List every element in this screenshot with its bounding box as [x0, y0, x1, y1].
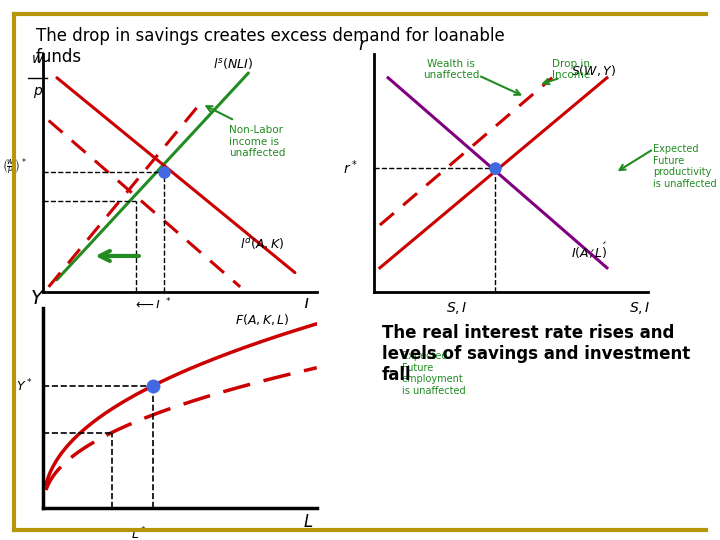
Text: $r$: $r$ [359, 36, 369, 54]
Text: $I(A\', L\')$: $I(A\', L\')$ [572, 241, 608, 261]
Text: $Y^*$: $Y^*$ [16, 377, 32, 394]
Text: $L^*$: $L^*$ [131, 526, 147, 540]
Text: $S(W,Y)$: $S(W,Y)$ [572, 63, 616, 78]
Text: $w$: $w$ [31, 52, 45, 66]
Text: Expected
Future
employment
is unaffected: Expected Future employment is unaffected [402, 351, 465, 396]
Text: $L$: $L$ [303, 297, 314, 315]
Text: $S,I$: $S,I$ [629, 300, 651, 316]
Text: The real interest rate rises and
levels of savings and investment
fall: The real interest rate rises and levels … [382, 324, 690, 383]
Text: $F(A,K,L)$: $F(A,K,L)$ [235, 312, 289, 327]
Text: $\left(\frac{w}{p}\right)^*$: $\left(\frac{w}{p}\right)^*$ [2, 156, 27, 178]
Text: $l^d(A,K)$: $l^d(A,K)$ [240, 235, 284, 252]
Text: $S,I$: $S,I$ [446, 300, 467, 316]
Text: Drop in
Income: Drop in Income [552, 59, 590, 80]
Text: Non-Labor
income is
unaffected: Non-Labor income is unaffected [229, 125, 286, 158]
Text: Expected
Future
productivity
is unaffected: Expected Future productivity is unaffect… [654, 144, 717, 189]
Text: The drop in savings creates excess demand for loanable
funds: The drop in savings creates excess deman… [36, 27, 505, 66]
Text: $l^s(NLI)$: $l^s(NLI)$ [213, 56, 253, 71]
Text: $p$: $p$ [32, 85, 42, 100]
Text: $r^*$: $r^*$ [343, 159, 358, 177]
Text: Wealth is
unaffected: Wealth is unaffected [423, 59, 480, 80]
Text: $L$: $L$ [303, 512, 314, 531]
Text: $\longleftarrow L^*$: $\longleftarrow L^*$ [133, 297, 172, 314]
Text: $Y$: $Y$ [30, 289, 45, 308]
